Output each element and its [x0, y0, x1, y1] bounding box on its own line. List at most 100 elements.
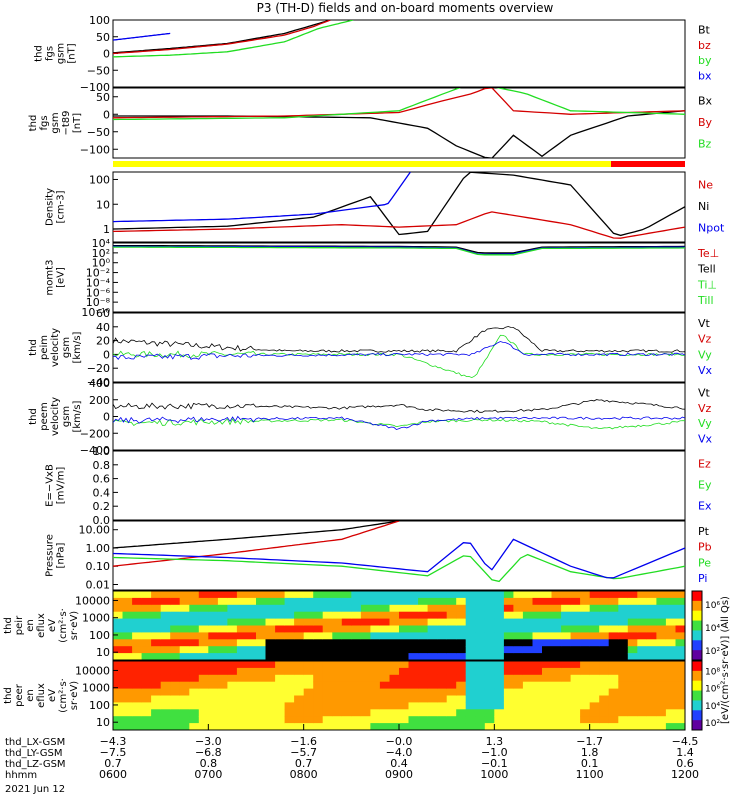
heatmap-cell: [275, 646, 286, 654]
heatmap-cell: [532, 625, 543, 633]
heatmap-cell: [370, 723, 381, 731]
heatmap-cell: [599, 716, 610, 724]
legend-entry: Ne: [698, 179, 713, 192]
heatmap-cell: [217, 723, 228, 731]
heatmap-cell: [341, 632, 352, 640]
heatmap-cell: [275, 661, 286, 669]
heatmap-cell: [265, 611, 276, 620]
heatmap-cell: [656, 661, 667, 669]
heatmap-cell: [494, 591, 505, 599]
heatmap-cell: [265, 646, 276, 654]
heatmap-cell: [198, 695, 209, 703]
heatmap-cell: [370, 611, 381, 620]
heatmap-cell: [532, 716, 543, 724]
heatmap-cell: [303, 625, 314, 633]
heatmap-cell: [189, 716, 200, 724]
heatmap-cell: [284, 604, 295, 613]
xaxis-tick-value: −0.0: [386, 735, 413, 748]
heatmap-cell: [313, 625, 324, 633]
heatmap-cell: [246, 639, 257, 647]
panel-frame: [112, 171, 686, 243]
figure-title: P3 (TH-D) fields and on-board moments ov…: [257, 1, 554, 15]
heatmap-cell: [522, 702, 533, 710]
heatmap-cell: [294, 723, 305, 731]
heatmap-cell: [132, 639, 143, 647]
heatmap-cell: [313, 667, 324, 676]
heatmap-cell: [389, 681, 400, 690]
legend-entry: Till: [697, 294, 714, 307]
heatmap-cell: [570, 723, 581, 731]
heatmap-cell: [170, 618, 181, 626]
ylabel-line: sr·eV): [69, 681, 80, 710]
heatmap-cell: [646, 653, 657, 661]
heatmap-cell: [389, 618, 400, 626]
heatmap-cell: [246, 597, 257, 606]
heatmap-cell: [217, 674, 228, 683]
heatmap-cell: [351, 618, 362, 626]
heatmap-cell: [351, 632, 362, 640]
heatmap-cell: [113, 618, 124, 626]
heatmap-cell: [418, 625, 429, 633]
heatmap-cell: [646, 597, 657, 606]
heatmap-cell: [360, 695, 371, 703]
heatmap-cell: [160, 653, 171, 661]
heatmap-cell: [551, 688, 562, 696]
heatmap-cell: [122, 653, 133, 661]
heatmap-cell: [599, 591, 610, 599]
heatmap-cell: [151, 625, 162, 633]
heatmap-cell: [532, 723, 543, 731]
heatmap-cell: [351, 653, 362, 661]
colorbar-tick-label: 10²: [705, 719, 720, 729]
heatmap-cell: [351, 709, 362, 717]
heatmap-cell: [151, 702, 162, 710]
heatmap-cell: [503, 702, 514, 710]
heatmap-cell: [227, 591, 238, 599]
heatmap-cell: [141, 591, 152, 599]
heatmap-cell: [532, 688, 543, 696]
heatmap-cell: [370, 674, 381, 683]
ytick-label: 0: [103, 411, 110, 424]
heatmap-cell: [113, 597, 124, 606]
heatmap-cell: [360, 716, 371, 724]
heatmap-cell: [370, 597, 381, 606]
heatmap-cell: [217, 688, 228, 696]
ytick-label: 50: [96, 91, 110, 104]
heatmap-cell: [132, 716, 143, 724]
heatmap-cell: [570, 597, 581, 606]
heatmap-cell: [227, 618, 238, 626]
heatmap-cell: [665, 611, 676, 620]
heatmap-cell: [122, 591, 133, 599]
heatmap-cell: [160, 632, 171, 640]
xaxis-tick-value: 0600: [99, 768, 127, 781]
heatmap-cell: [646, 716, 657, 724]
heatmap-cell: [513, 661, 524, 669]
heatmap-cell: [246, 695, 257, 703]
heatmap-cell: [551, 632, 562, 640]
heatmap-cell: [198, 716, 209, 724]
heatmap-cell: [322, 695, 333, 703]
heatmap-cell: [465, 695, 476, 703]
heatmap-cell: [513, 709, 524, 717]
heatmap-cell: [141, 604, 152, 613]
heatmap-cell: [256, 611, 267, 620]
heatmap-cell: [341, 667, 352, 676]
ylabel-line: Pressure: [45, 534, 56, 577]
heatmap-cell: [427, 653, 438, 661]
heatmap-cell: [637, 618, 648, 626]
heatmap-cell: [608, 597, 619, 606]
heatmap-cell: [370, 688, 381, 696]
heatmap-cell: [113, 702, 124, 710]
heatmap-cell: [456, 632, 467, 640]
heatmap-cell: [379, 695, 390, 703]
heatmap-cell: [379, 674, 390, 683]
heatmap-cell: [389, 591, 400, 599]
heatmap-cell: [456, 591, 467, 599]
heatmap-cell: [408, 681, 419, 690]
heatmap-cell: [484, 688, 495, 696]
heatmap-cell: [160, 674, 171, 683]
heatmap-cell: [313, 681, 324, 690]
heatmap-cell: [542, 646, 553, 654]
heatmap-cell: [256, 681, 267, 690]
ylabel-line: [nPa]: [56, 542, 67, 568]
heatmap-cell: [294, 597, 305, 606]
